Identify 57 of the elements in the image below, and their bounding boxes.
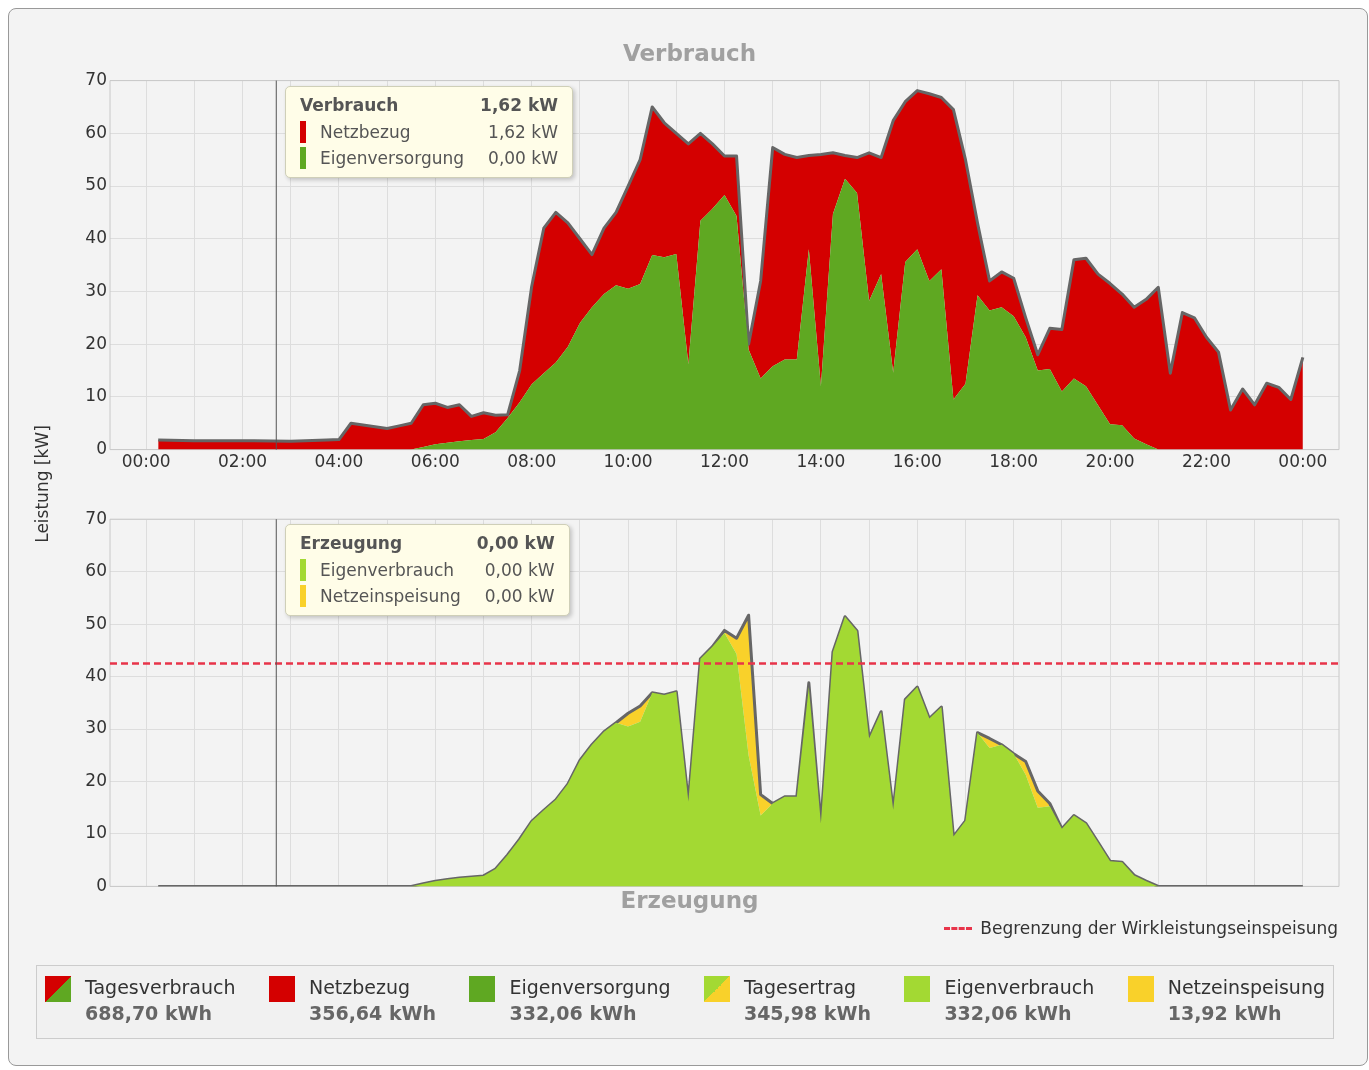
x-tick-label: 06:00 xyxy=(410,451,460,472)
y-tick-label: 0 xyxy=(96,438,107,459)
x-tick-label: 00:00 xyxy=(121,451,171,472)
annotation: 0,00 kW xyxy=(476,533,555,553)
x-tick-label: 10:00 xyxy=(603,451,653,472)
annotation: 1,62 kW xyxy=(480,95,558,115)
y-tick-label: 0 xyxy=(96,874,107,895)
x-tick-label: 22:00 xyxy=(1181,451,1231,472)
text: 13,92 kWh xyxy=(1167,1002,1283,1024)
text: Eigenverbrauch xyxy=(944,976,1095,998)
chart-title: Verbrauch xyxy=(622,39,757,66)
y-tick-label: 40 xyxy=(85,227,107,248)
y-tick-label: 20 xyxy=(85,332,107,353)
text: 356,64 kWh xyxy=(308,1002,437,1024)
y-tick-label: 10 xyxy=(85,822,107,843)
annotation: 1,62 kW xyxy=(488,122,558,142)
x-tick-label: 02:00 xyxy=(218,451,268,472)
text: Tagesverbrauch xyxy=(85,976,236,998)
y-tick-label: 50 xyxy=(85,174,107,195)
text: Netzeinspeisung xyxy=(1167,976,1325,998)
x-tick-label: 14:00 xyxy=(796,451,846,472)
text: Tagesertrag xyxy=(743,976,858,998)
annotation: 0,00 kW xyxy=(488,148,558,168)
x-tick-label: 00:00 xyxy=(1278,451,1328,472)
y-tick-label: 30 xyxy=(85,717,107,738)
legend-label: Eigenverbrauch xyxy=(319,559,455,581)
text: Netzbezug xyxy=(308,976,411,998)
legend-label: Begrenzung der Wirkleistungseinspeisung xyxy=(979,918,1338,938)
y-tick-label: 20 xyxy=(85,769,107,790)
x-tick-label: 12:00 xyxy=(700,451,749,472)
x-tick-label: 04:00 xyxy=(314,451,364,472)
text: Erzeugung xyxy=(300,533,403,553)
y-tick-label: 60 xyxy=(85,560,107,581)
text: 332,06 kWh xyxy=(509,1002,638,1024)
legend-label: Netzeinspeisung xyxy=(319,585,461,607)
y-axis-title: Leistung [kW] xyxy=(32,424,52,543)
text: Verbrauch xyxy=(300,95,399,115)
text: Eigenversorgung xyxy=(509,976,671,998)
text: 688,70 kWh xyxy=(85,1002,214,1024)
text: 345,98 kWh xyxy=(743,1002,871,1024)
x-tick-label: 08:00 xyxy=(507,451,557,472)
y-tick-label: 10 xyxy=(85,385,107,406)
x-tick-label: 18:00 xyxy=(989,451,1039,472)
y-tick-label: 30 xyxy=(85,279,107,300)
y-tick-label: 60 xyxy=(85,121,107,142)
x-tick-label: 16:00 xyxy=(892,451,942,472)
y-tick-label: 40 xyxy=(85,664,107,685)
text: 332,06 kWh xyxy=(944,1002,1073,1024)
y-tick-label: 70 xyxy=(85,69,107,90)
y-tick-label: 70 xyxy=(85,507,107,528)
legend-label: Netzbezug xyxy=(319,121,411,143)
legend-label: Eigenversorgung xyxy=(319,147,465,169)
chart-title: Erzeugung xyxy=(620,887,759,914)
x-tick-label: 20:00 xyxy=(1085,451,1135,472)
annotation: 0,00 kW xyxy=(484,586,555,606)
annotation: 0,00 kW xyxy=(484,560,555,580)
y-tick-label: 50 xyxy=(85,612,107,633)
